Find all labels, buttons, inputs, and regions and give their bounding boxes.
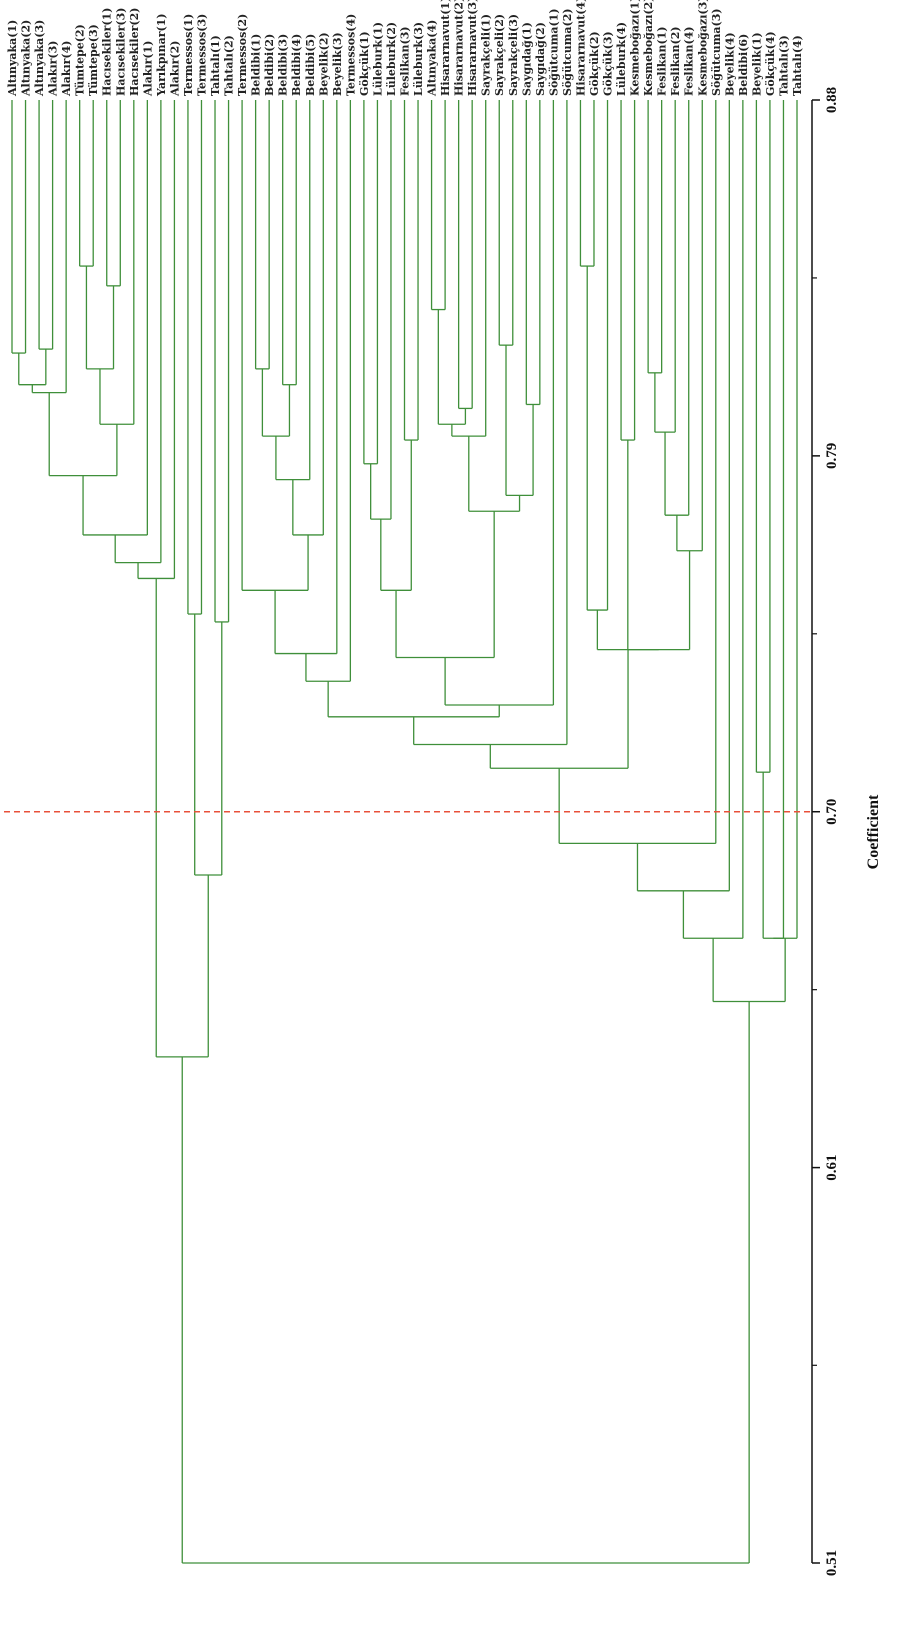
leaf-label: Feslikan(3): [399, 26, 412, 96]
leaf-label: Gökçük(1): [358, 31, 371, 96]
leaf-label: Alakır(2): [168, 41, 181, 98]
dendrogram-branches: [11, 100, 798, 1564]
leaf-label: Beyelik(3): [331, 32, 344, 96]
leaf-label: Alakır(3): [47, 41, 60, 98]
leaf-label: Alakır(1): [141, 41, 154, 98]
axis-ticks: 0.51 0.61 0.70 0.79 0.88: [812, 87, 840, 1576]
leaf-label: Beldibi(4): [290, 34, 303, 96]
leaf-label: Kesmeboğazı(3): [696, 0, 709, 96]
coefficient-axis: 0.51 0.61 0.70 0.79 0.88 Coefficient: [811, 87, 882, 1576]
axis-tick-label: 0.88: [824, 87, 840, 113]
axis-tick-label: 0.70: [824, 799, 840, 825]
leaf-label: Termessos(4): [344, 14, 357, 96]
leaf-label: Altınyaka(4): [426, 20, 439, 97]
leaf-label: Beldibi(6): [737, 34, 750, 96]
leaf-label: Termessos(3): [195, 14, 208, 96]
leaf-label: Hisararnavut(4): [574, 0, 587, 96]
leaf-label: Lüleburk(1): [371, 22, 384, 96]
leaf-label: Hisararnavut(2): [453, 0, 466, 96]
leaf-label: Söğütcuma(2): [561, 8, 574, 96]
leaf-label: Saygıdağ(2): [534, 22, 547, 96]
leaf-label: Termessos(2): [236, 14, 249, 96]
leaf-label: Altınyaka(2): [20, 20, 33, 97]
leaf-label: Tümtepe(3): [87, 24, 100, 96]
leaf-label: Lüleburk(4): [615, 22, 628, 96]
leaf-label: Söğütcuma(1): [547, 8, 560, 96]
leaf-label: Beyelik(1): [750, 32, 763, 96]
axis-title: Coefficient: [865, 794, 882, 869]
leaf-label: Sayrakçeli(2): [493, 14, 506, 96]
leaf-label: Feslikan(2): [669, 26, 682, 96]
leaf-label: Alakır(4): [60, 41, 73, 98]
leaf-label: Termessos(1): [182, 14, 195, 96]
axis-tick-label: 0.51: [824, 1550, 840, 1576]
leaf-label: Tahtalı(2): [223, 35, 236, 96]
leaf-label: Tahtalı(3): [777, 35, 790, 96]
leaf-label: Gökçük(4): [764, 31, 777, 96]
leaf-label: Beldibi(2): [263, 34, 276, 96]
leaf-label: Feslikan(4): [683, 26, 696, 96]
leaf-label: Kesmeboğazı(1): [629, 0, 642, 96]
leaf-label: Hacısekiler(3): [114, 8, 127, 96]
axis-tick-label: 0.61: [824, 1154, 840, 1180]
leaf-label: Tümtepe(2): [74, 24, 87, 96]
leaf-label: Gökçük(3): [602, 31, 615, 96]
leaf-label: Hacısekiler(2): [128, 8, 141, 96]
leaf-label: Beldibi(5): [304, 34, 317, 96]
leaf-label: Saygıdağ(1): [520, 22, 533, 96]
leaf-label: Sayrakçeli(3): [507, 14, 520, 96]
leaf-label: Beyelik(4): [723, 32, 736, 96]
leaf-label: Lüleburk(3): [412, 22, 425, 96]
axis-title-group: Coefficient: [865, 794, 882, 869]
leaf-label: Beyelik(2): [317, 32, 330, 96]
axis-tick-label: 0.79: [824, 443, 840, 469]
leaf-label: Beldibi(1): [250, 34, 263, 96]
leaf-label: Hisararnavut(1): [439, 0, 452, 96]
leaf-label: Feslikan(1): [656, 26, 669, 96]
leaf-label: Sayrakçeli(1): [480, 14, 493, 96]
leaf-label: Gökçük(2): [588, 31, 601, 96]
leaf-labels: Altınyaka(1) Altınyaka(2) Altınyaka(3) Alak…: [6, 0, 804, 97]
leaf-label: Tahtalı(4): [791, 35, 804, 96]
leaf-label: Tahtalı(1): [209, 35, 222, 96]
leaf-label: Yarıkpınar(1): [155, 13, 168, 97]
leaf-label: Altınyaka(3): [33, 20, 46, 97]
leaf-label: Beldibi(3): [277, 34, 290, 96]
leaf-label: Söğütcuma(3): [710, 8, 723, 96]
leaf-label: Kesmeboğazı(2): [642, 0, 655, 96]
leaf-label: Lüleburk(2): [385, 22, 398, 96]
leaf-label: Hisararnavut(3): [466, 0, 479, 96]
leaf-label: Hacısekiler(1): [101, 8, 114, 96]
leaf-label: Altınyaka(1): [6, 20, 19, 97]
